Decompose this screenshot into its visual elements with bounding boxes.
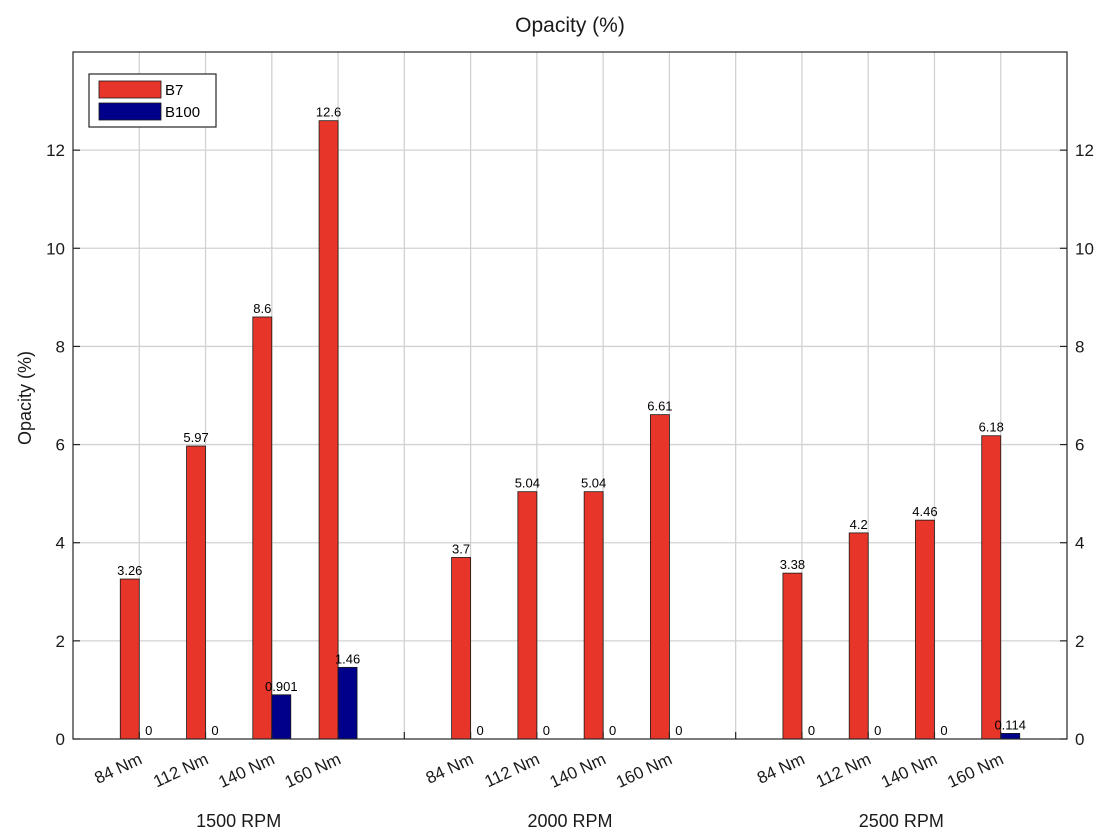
data-label: 1.46	[335, 651, 360, 666]
x-category-label: 84 Nm	[92, 749, 145, 787]
data-label: 5.04	[581, 476, 606, 491]
bars	[119, 120, 1021, 740]
data-label: 0	[211, 723, 218, 738]
data-label: 3.7	[452, 541, 470, 556]
data-label: 0	[476, 723, 483, 738]
data-label: 4.2	[850, 517, 868, 532]
data-label: 5.97	[183, 430, 208, 445]
y-tick-label-left: 6	[56, 436, 65, 455]
x-category-label: 160 Nm	[613, 749, 675, 791]
bar-b7	[517, 491, 538, 740]
data-label: 0	[808, 723, 815, 738]
y-axis-label: Opacity (%)	[15, 351, 35, 445]
chart-title: Opacity (%)	[515, 14, 625, 37]
data-label: 0	[940, 723, 947, 738]
data-label: 0	[675, 723, 682, 738]
bar-b7	[848, 532, 869, 740]
y-tick-label-right: 12	[1075, 141, 1094, 160]
x-category-label: 140 Nm	[547, 749, 609, 791]
y-tick-label-left: 12	[46, 141, 65, 160]
y-tick-label-right: 4	[1075, 534, 1084, 553]
legend: B7 B100	[88, 73, 217, 128]
data-label: 0	[145, 723, 152, 738]
bar-b7	[318, 120, 339, 740]
y-tick-label-left: 10	[46, 239, 65, 258]
bar-b7	[186, 445, 206, 740]
bar-b100	[337, 666, 358, 740]
x-category-label: 140 Nm	[878, 749, 940, 791]
bar-b7	[650, 414, 670, 740]
bar-b100	[271, 694, 292, 740]
data-label: 3.38	[780, 557, 805, 572]
legend-swatch-b7	[98, 80, 162, 99]
bar-b7	[981, 435, 1002, 740]
x-category-label: 84 Nm	[754, 749, 807, 787]
y-tick-label-right: 0	[1075, 730, 1084, 749]
y-tick-label-left: 0	[56, 730, 65, 749]
data-label: 3.26	[117, 563, 142, 578]
x-group-label: 1500 RPM	[196, 811, 281, 831]
y-tick-label-right: 2	[1075, 632, 1084, 651]
x-category-label: 160 Nm	[282, 749, 344, 791]
y-tick-label-left: 4	[56, 534, 65, 553]
data-label: 0	[609, 723, 616, 738]
y-tick-label-right: 6	[1075, 436, 1084, 455]
data-label: 4.46	[912, 504, 937, 519]
legend-label-b100: B100	[165, 104, 200, 121]
x-category-label: 112 Nm	[150, 749, 211, 791]
x-category-label: 112 Nm	[813, 749, 874, 791]
data-label: 0.901	[265, 679, 298, 694]
data-label: 0	[543, 723, 550, 738]
legend-label-b7: B7	[165, 82, 183, 99]
bar-b7	[782, 572, 803, 740]
bar-b7	[252, 316, 273, 740]
x-category-label: 160 Nm	[944, 749, 1006, 791]
bar-b7	[119, 578, 140, 740]
x-category-label: 140 Nm	[216, 749, 278, 791]
x-category-label: 112 Nm	[482, 749, 543, 791]
data-label: 0.114	[994, 717, 1026, 732]
x-group-label: 2000 RPM	[527, 811, 612, 831]
y-tick-label-left: 8	[56, 337, 65, 356]
data-labels: 3.26 0 5.97 0 8.6 0.901 12.6 1.46 3.7 0 5.04 0 5.04 0…	[117, 105, 1026, 738]
data-label: 6.61	[647, 399, 672, 414]
bar-b7	[915, 519, 935, 740]
plot-frame	[72, 51, 1068, 740]
x-category-label: 84 Nm	[423, 749, 476, 787]
data-label: 5.04	[515, 476, 540, 491]
x-group-label: 2500 RPM	[859, 811, 944, 831]
bar-b7	[583, 491, 604, 740]
y-tick-label-right: 8	[1075, 337, 1084, 356]
data-label: 0	[874, 723, 881, 738]
bar-b7	[451, 557, 472, 740]
data-label: 6.18	[979, 420, 1004, 435]
y-tick-label-right: 10	[1075, 239, 1094, 258]
data-label: 12.6	[316, 105, 341, 120]
bar-b100	[1000, 733, 1021, 740]
y-tick-label-left: 2	[56, 632, 65, 651]
data-label: 8.6	[253, 301, 271, 316]
legend-swatch-b100	[98, 102, 162, 121]
